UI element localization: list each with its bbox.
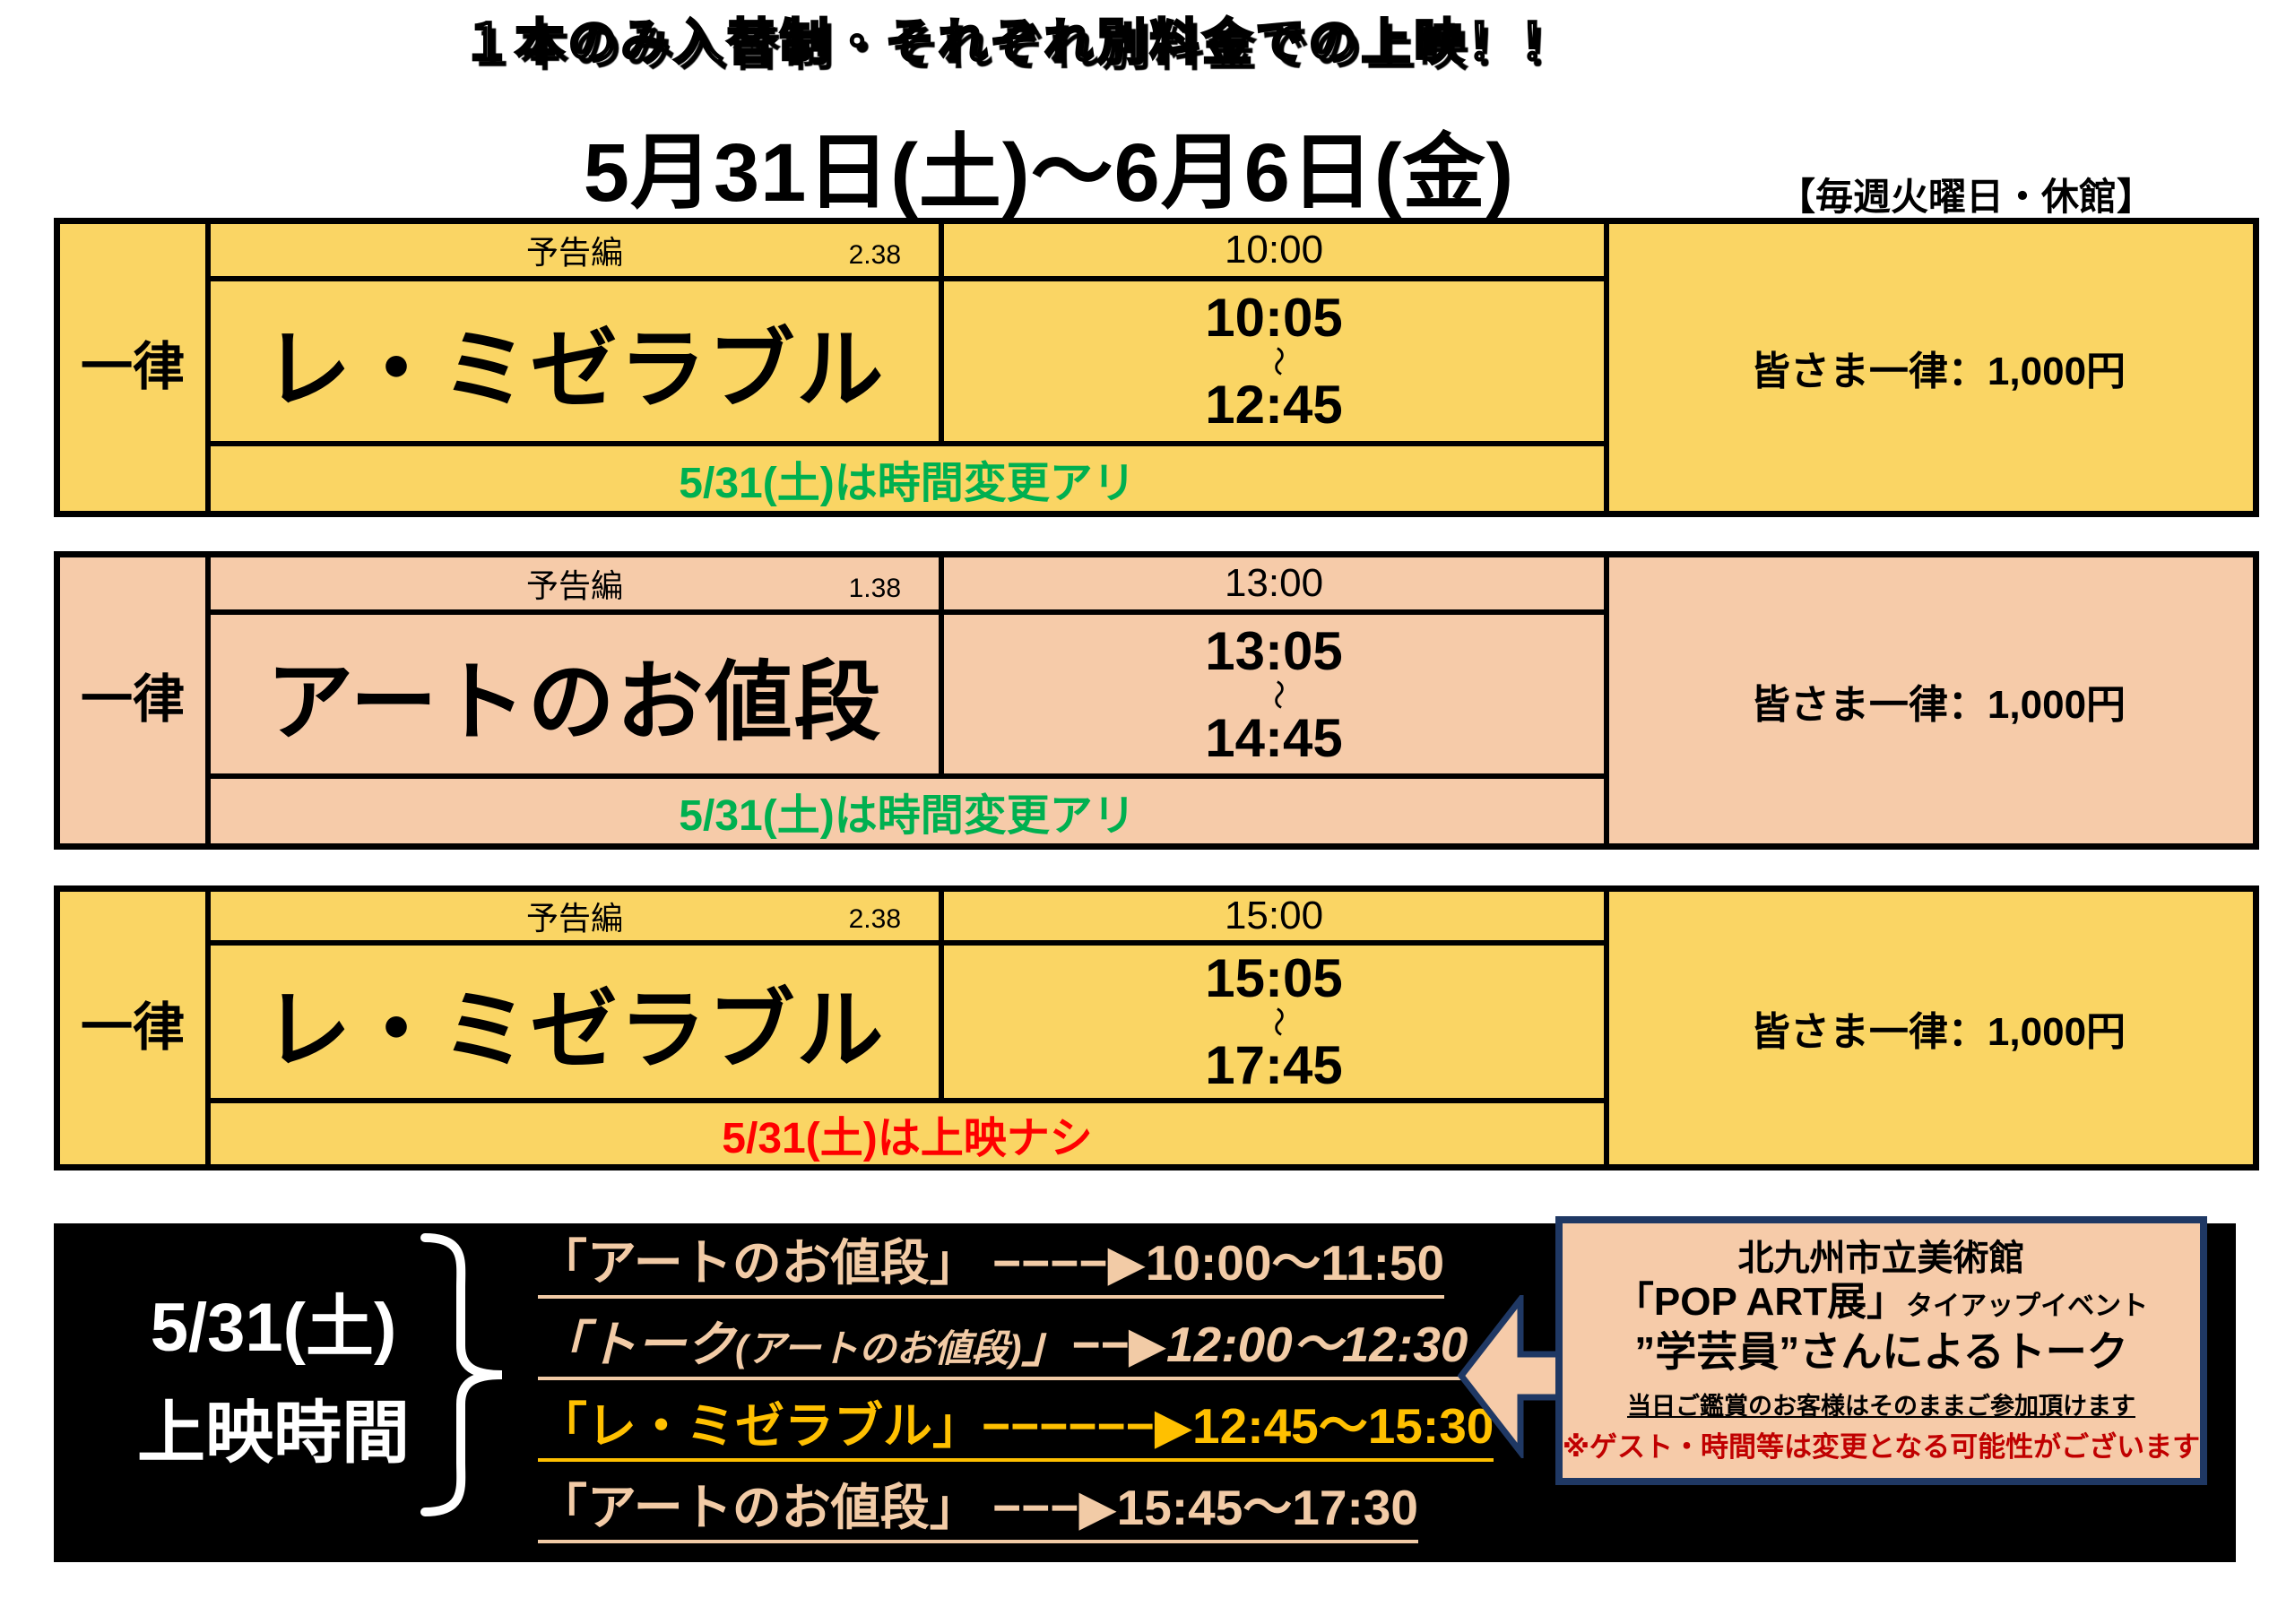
- schedule-block-1: 一律 予告編 2.38 10:00 レ・ミゼラブル 10:05 ～ 12:45 …: [54, 218, 2259, 517]
- schedule-note: 5/31(土)は時間変更アリ: [211, 446, 1604, 511]
- schedule-note: 5/31(土)は時間変更アリ: [211, 779, 1604, 843]
- tilde-separator: ～: [1260, 346, 1295, 376]
- trailer-header: 予告編 1.38: [211, 557, 939, 609]
- start-time: 13:00: [944, 557, 1604, 609]
- trailer-header: 予告編 2.38: [211, 224, 939, 276]
- line-dashes: −−−−▶: [978, 1235, 1146, 1291]
- schedule-line-2: 「トーク(アートのお値段)」−−▶12:00～12:30: [538, 1316, 1468, 1380]
- trailer-runtime: 2.38: [848, 904, 901, 934]
- showtime-to: 17:45: [1205, 1035, 1343, 1095]
- schedule-block-3: 一律 予告編 2.38 15:00 レ・ミゼラブル 15:05 ～ 17:45 …: [54, 885, 2259, 1170]
- special-day-label: 5/31(土) 上映時間: [81, 1275, 466, 1487]
- screening-times-label: 上映時間: [137, 1395, 410, 1472]
- fare-label: 一律: [60, 557, 205, 843]
- closed-days-note: 【毎週火曜日・休館】: [1778, 176, 2155, 218]
- showtime-range: 15:05 ～ 17:45: [944, 946, 1604, 1098]
- line-dashes: −−−▶: [978, 1479, 1117, 1535]
- tilde-separator: ～: [1260, 678, 1295, 710]
- showtime-from: 15:05: [1205, 948, 1343, 1008]
- line-dashes: −−−−−−▶: [982, 1397, 1193, 1454]
- trailer-label: 予告編: [525, 567, 623, 604]
- line-title: 「アートのお値段」: [538, 1479, 979, 1535]
- trailer-header: 予告編 2.38: [211, 892, 939, 940]
- fare-label: 一律: [60, 892, 205, 1164]
- price-label: 皆さま一律：1,000円: [1609, 557, 2253, 843]
- price-label: 皆さま一律：1,000円: [1609, 224, 2253, 511]
- line-time: 12:45～15:30: [1192, 1397, 1494, 1454]
- schedule-line-3: 「レ・ミゼラブル」−−−−−−▶12:45～15:30: [538, 1397, 1494, 1462]
- schedule-line-1: 「アートのお値段」 −−−−▶10:00～11:50: [538, 1234, 1445, 1299]
- talk-title: ”学芸員”さんによるトーク: [1634, 1327, 2128, 1375]
- line-title-suffix: 」: [1021, 1316, 1071, 1372]
- left-arrow-icon: [1458, 1295, 1563, 1458]
- trailer-label: 予告編: [525, 900, 623, 937]
- line-title: 「トーク: [538, 1316, 736, 1372]
- line-time: 12:00～12:30: [1166, 1316, 1468, 1372]
- showtime-range: 13:05 ～ 14:45: [944, 615, 1604, 773]
- tieup-label: タイアップイベント: [1906, 1291, 2149, 1322]
- price-label: 皆さま一律：1,000円: [1609, 892, 2253, 1164]
- movie-title: レ・ミゼラブル: [211, 946, 939, 1098]
- curly-brace-icon: [420, 1233, 503, 1516]
- exhibition-name: 「POP ART展」: [1614, 1280, 1907, 1325]
- special-day-schedule: 「アートのお値段」 −−−−▶10:00～11:50 「トーク(アートのお値段)…: [538, 1234, 1494, 1543]
- fare-label: 一律: [60, 224, 205, 511]
- exhibition-line: 「POP ART展」タイアップイベント: [1615, 1280, 2148, 1326]
- line-subtitle: (アートのお値段): [735, 1326, 1022, 1369]
- showtime-range: 10:05 ～ 12:45: [944, 281, 1604, 441]
- movie-title: レ・ミゼラブル: [211, 281, 939, 441]
- showtime-from: 13:05: [1205, 620, 1343, 681]
- special-day-date: 5/31(土): [150, 1290, 397, 1366]
- showtime-to: 14:45: [1205, 707, 1343, 768]
- line-time: 15:45～17:30: [1116, 1479, 1418, 1535]
- trailer-label: 予告編: [525, 234, 623, 271]
- showtime-to: 12:45: [1205, 375, 1343, 435]
- warning-note: ※ゲスト・時間等は変更となる可能性がございます: [1562, 1430, 2201, 1463]
- museum-name: 北九州市立美術館: [1737, 1239, 2025, 1279]
- start-time: 15:00: [944, 892, 1604, 940]
- trailer-runtime: 2.38: [848, 240, 901, 270]
- line-time: 10:00～11:50: [1145, 1235, 1445, 1291]
- line-title: 「レ・ミゼラブル」: [538, 1397, 983, 1454]
- join-note: 当日ご鑑賞のお客様はそのままご参加頂けます: [1627, 1392, 2135, 1420]
- schedule-note: 5/31(土)は上映ナシ: [211, 1103, 1604, 1164]
- special-day-panel: 5/31(土) 上映時間 「アートのお値段」 −−−−▶10:00～11:50 …: [54, 1216, 2236, 1562]
- tilde-separator: ～: [1260, 1006, 1295, 1037]
- date-range-title: 5月31日(土)～6月6日(金): [583, 127, 1515, 219]
- showtime-from: 10:05: [1205, 288, 1343, 348]
- line-dashes: −−▶: [1070, 1316, 1167, 1372]
- movie-title: アートのお値段: [211, 615, 939, 773]
- line-title: 「アートのお値段」: [538, 1235, 979, 1291]
- schedule-block-2: 一律 予告編 1.38 13:00 アートのお値段 13:05 ～ 14:45 …: [54, 551, 2259, 850]
- trailer-runtime: 1.38: [848, 574, 901, 603]
- banner-title: １本のみ入替制・それぞれ別料金での上映！！: [461, 13, 1573, 72]
- schedule-line-4: 「アートのお値段」 −−−▶15:45～17:30: [538, 1479, 1418, 1543]
- start-time: 10:00: [944, 224, 1604, 276]
- tieup-info-box: 北九州市立美術館 「POP ART展」タイアップイベント ”学芸員”さんによるト…: [1555, 1216, 2207, 1485]
